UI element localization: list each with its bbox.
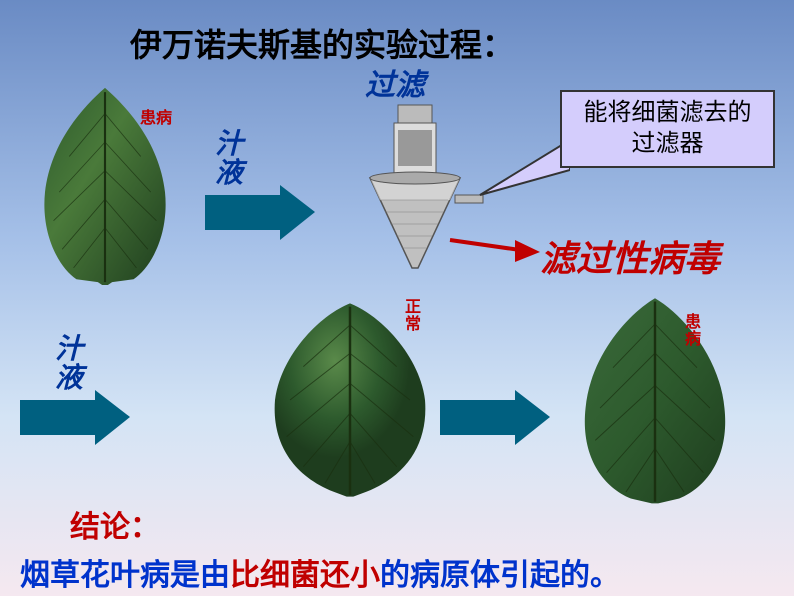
leaf-label-diseased-top: 患病 xyxy=(140,110,172,128)
arrow-mid xyxy=(440,390,550,445)
arrow-juice-2 xyxy=(20,390,130,445)
conclusion-label: 结论： xyxy=(70,502,160,546)
red-arrow xyxy=(445,228,545,268)
arrow-juice-1 xyxy=(205,185,315,240)
filter-label: 过滤 xyxy=(365,60,425,104)
leaf-label-healthy: 正常 xyxy=(405,300,421,334)
virus-label: 滤过性病毒 xyxy=(540,230,720,282)
arrow-juice-2-label: 汁液 xyxy=(55,335,83,395)
conclusion-text: 烟草花叶病是由比细菌还小的病原体引起的。 xyxy=(20,550,620,594)
arrow-juice-1-label: 汁液 xyxy=(215,130,243,190)
leaf-diseased-bottom xyxy=(570,295,740,505)
callout-box: 能将细菌滤去的过滤器 xyxy=(560,90,775,168)
conclusion-part-1: 烟草花叶病是由 xyxy=(20,559,230,592)
callout-pointer xyxy=(475,140,570,200)
conclusion-part-3: 的病原体引起的。 xyxy=(380,559,620,592)
conclusion-part-2: 比细菌还小 xyxy=(230,559,380,592)
leaf-label-diseased-bottom: 患病 xyxy=(685,315,701,349)
page-title: 伊万诺夫斯基的实验过程： xyxy=(130,20,514,66)
